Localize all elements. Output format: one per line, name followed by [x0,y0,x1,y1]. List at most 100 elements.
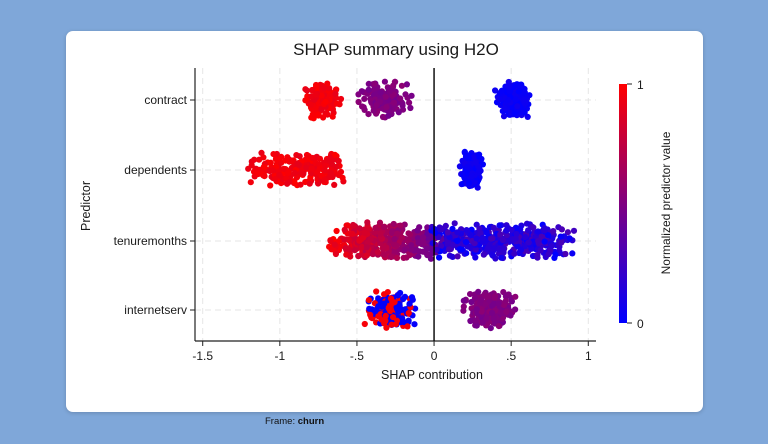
shap-point [351,247,358,254]
shap-point [321,167,328,174]
shap-point [269,167,276,174]
shap-point [393,242,400,249]
shap-point [312,91,319,98]
shap-point [318,92,325,99]
shap-point [490,301,497,308]
shap-point [381,78,388,85]
shap-point [515,88,522,95]
shap-point [406,231,414,238]
shap-point [506,83,513,90]
shap-point [503,227,510,234]
shap-point [534,254,541,261]
shap-point [309,154,316,162]
shap-point [344,222,351,229]
shap-point [484,245,491,252]
shap-point [332,250,339,258]
shap-point [341,226,348,233]
shap-point [401,246,409,253]
shap-point [406,99,413,106]
shap-point [331,151,339,158]
shap-point [436,254,443,261]
shap-point [478,308,485,315]
shap-point [501,105,508,112]
shap-point [465,154,472,161]
frame-note: Frame: churn [265,416,324,427]
x-tick-label: 1 [585,349,592,363]
shap-point [381,320,388,327]
shap-point [403,81,410,88]
shap-point [446,246,453,253]
shap-point [385,112,392,119]
shap-point [284,169,292,176]
shap-point [363,244,370,251]
shap-point [514,243,521,250]
shap-point [490,224,497,231]
shap-point [442,222,449,229]
shap-point [307,101,314,108]
shap-point [454,237,461,245]
shap-point [505,96,512,104]
shap-point [361,106,368,113]
shap-point [255,170,262,178]
shap-point [391,299,398,306]
shap-point [411,321,418,328]
shap-point [297,181,304,188]
shap-point [337,168,345,175]
shap-point [280,165,287,172]
shap-point [320,114,327,121]
shap-point [512,306,519,313]
shap-point [467,291,474,298]
x-tick-label: 0 [431,349,438,363]
shap-point [381,251,388,258]
shap-point [534,228,542,235]
shap-point [261,164,268,171]
shap-point [309,111,316,118]
shap-point [298,169,305,176]
shap-point [460,297,467,304]
shap-point [446,234,453,241]
y-tick-label: contract [144,93,187,107]
shap-point [499,236,506,244]
shap-point [473,235,480,242]
shap-point [480,251,487,258]
shap-point [327,154,334,161]
x-tick-label: -1.5 [192,349,213,363]
shap-point [488,309,496,316]
shap-point [373,102,380,109]
shap-point [405,310,412,317]
shap-point [502,297,509,304]
shap-point [321,176,328,183]
shap-point [350,222,357,229]
shap-point [393,254,401,261]
shap-point [456,246,463,253]
shap-point [329,113,336,120]
shap-point [401,293,409,300]
shap-point [381,291,388,298]
shap-point [398,82,405,89]
shap-point [364,219,371,226]
shap-point [397,95,404,102]
x-axis-label: SHAP contribution [381,368,483,382]
y-tick-label: dependents [124,163,187,177]
shap-point [261,173,268,180]
shap-point [475,153,482,160]
shap-point [355,98,362,106]
shap-point [545,251,552,258]
shap-point [278,153,285,160]
shap-point [321,84,328,92]
shap-point [276,172,283,179]
shap-point [404,236,411,243]
shap-point [388,253,395,261]
shap-point [557,233,564,240]
shap-point [316,155,324,162]
shap-point [500,247,507,254]
shap-point [379,113,387,121]
shap-point [471,240,478,247]
y-tick-label: tenuremonths [114,234,187,248]
shap-point [505,291,512,298]
shap-point [420,239,427,246]
shap-point [492,87,499,94]
shap-point [308,165,315,172]
shap-point [470,154,477,161]
shap-point [524,113,531,120]
